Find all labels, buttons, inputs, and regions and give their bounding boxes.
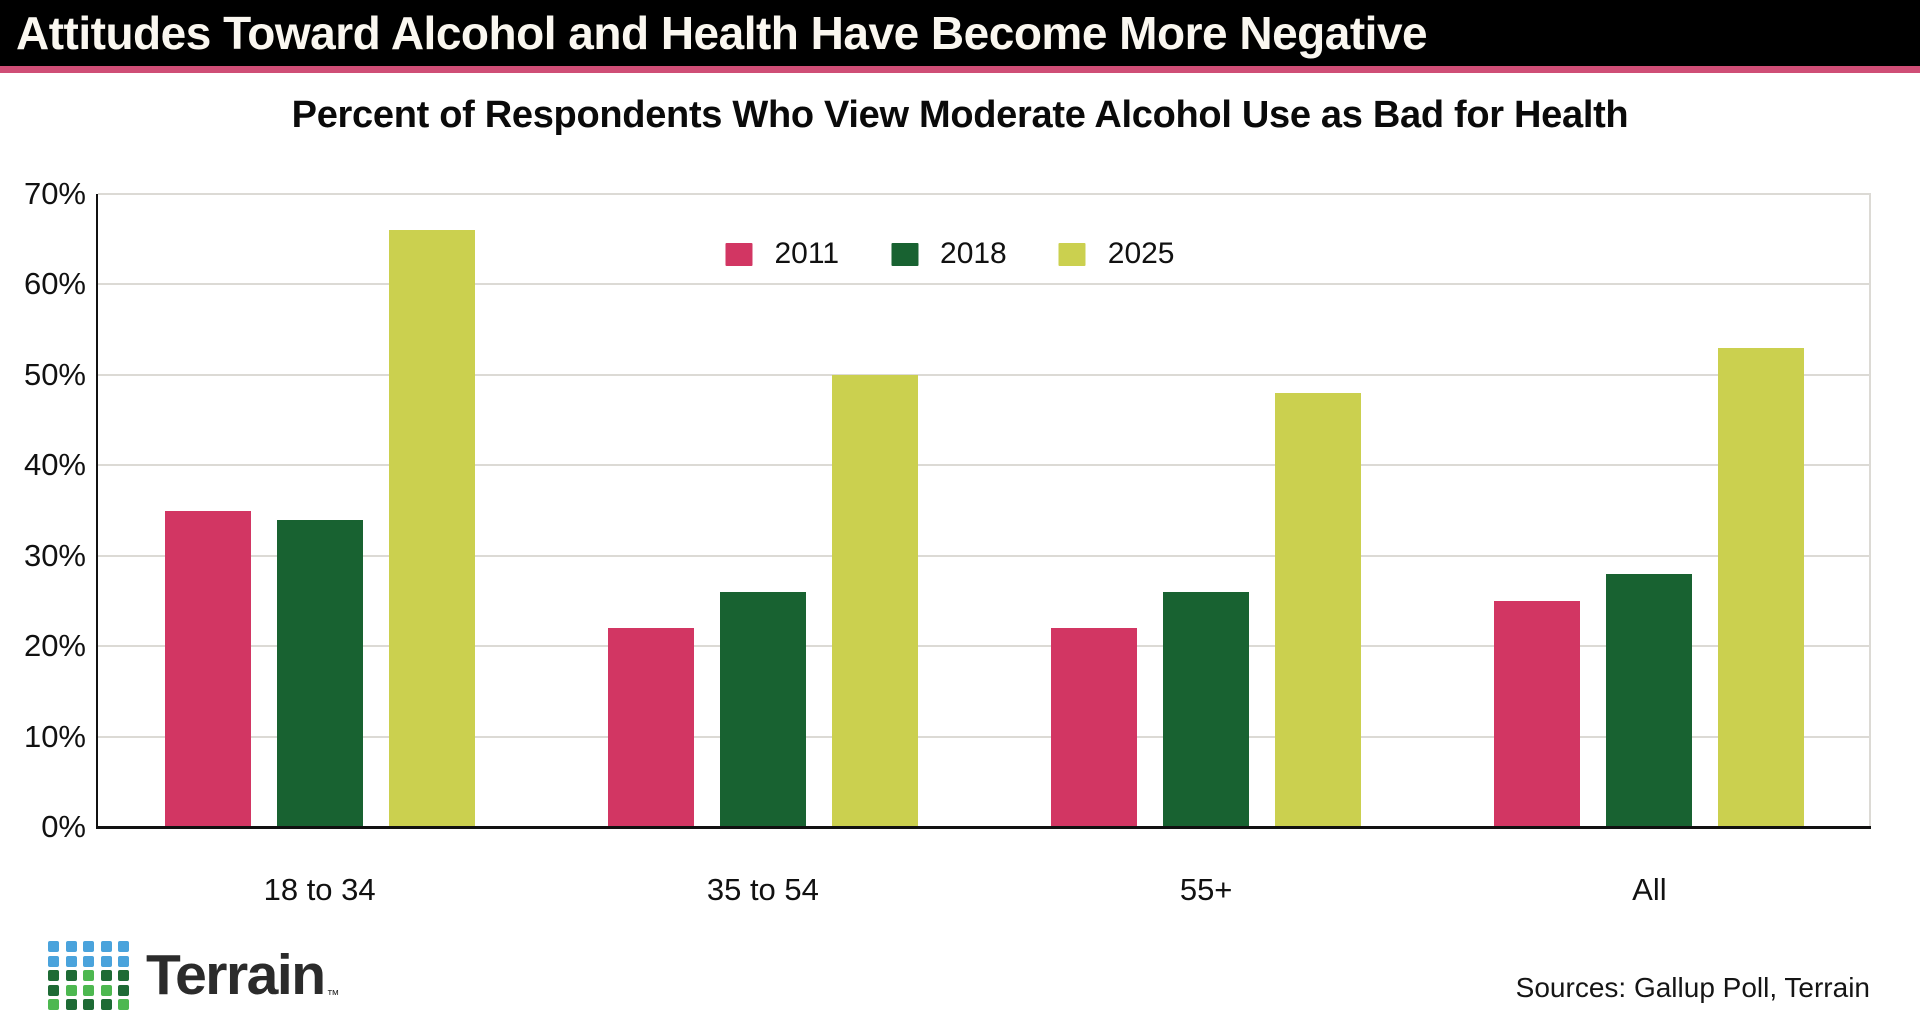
x-tick-label: 35 to 54 xyxy=(706,872,819,907)
gridline xyxy=(98,464,1871,467)
legend-item-2011: 2011 xyxy=(725,237,839,271)
legend-item-2018: 2018 xyxy=(891,237,1007,271)
logo-square xyxy=(100,984,112,996)
terrain-wordmark: Terrain xyxy=(146,943,326,1007)
bar-2011-35-to-54 xyxy=(607,628,694,827)
accent-stripe xyxy=(0,66,1920,73)
logo-square xyxy=(100,999,112,1010)
y-tick-label: 60% xyxy=(23,266,86,302)
logo-square xyxy=(48,984,59,996)
title-bar: Attitudes Toward Alcohol and Health Have… xyxy=(0,0,1920,66)
logo-square xyxy=(100,955,112,967)
logo-square xyxy=(83,955,94,967)
gridline xyxy=(98,283,1871,286)
trademark-symbol: ™ xyxy=(326,987,340,1002)
plot-area xyxy=(96,193,1871,829)
gridline xyxy=(98,373,1871,376)
legend-swatch-2011 xyxy=(725,242,753,266)
chart-legend: 2011 2018 2025 xyxy=(725,237,1175,271)
y-tick-label: 20% xyxy=(23,628,86,664)
logo-square xyxy=(65,941,77,952)
y-tick-label: 40% xyxy=(23,447,86,483)
logo-square xyxy=(118,941,129,952)
bar-2018-35-to-54 xyxy=(719,591,806,827)
x-tick-label: All xyxy=(1632,872,1667,907)
logo-square xyxy=(100,941,112,952)
logo-square xyxy=(83,970,94,981)
logo-square xyxy=(48,955,59,967)
plot-right-border xyxy=(1869,194,1871,827)
page-title: Attitudes Toward Alcohol and Health Have… xyxy=(16,7,1428,59)
gridline xyxy=(98,645,1871,648)
logo-square xyxy=(118,984,129,996)
logo-square xyxy=(65,984,77,996)
sources-note: Sources: Gallup Poll, Terrain xyxy=(1515,972,1870,1003)
terrain-logo: Terrain ™ xyxy=(48,939,340,1012)
gridline xyxy=(98,554,1871,557)
bar-2011-55 xyxy=(1051,628,1138,827)
legend-swatch-2018 xyxy=(891,242,919,266)
legend-label: 2025 xyxy=(1107,237,1175,270)
logo-square xyxy=(118,999,129,1010)
x-tick-label: 18 to 34 xyxy=(263,872,376,907)
legend-label: 2011 xyxy=(774,237,840,270)
bar-2018-18-to-34 xyxy=(276,519,363,827)
logo-square xyxy=(83,984,94,996)
bar-2025-55 xyxy=(1275,392,1362,827)
logo-square xyxy=(48,970,59,981)
bar-2025-18-to-34 xyxy=(388,230,475,827)
y-tick-label: 0% xyxy=(41,809,86,844)
y-tick-label: 30% xyxy=(23,537,86,573)
bar-2025-35-to-54 xyxy=(831,374,918,827)
logo-square xyxy=(65,955,77,967)
bar-2011-18-to-34 xyxy=(164,510,251,827)
bar-2011-all xyxy=(1494,600,1581,827)
chart-subtitle: Percent of Respondents Who View Moderate… xyxy=(291,94,1629,136)
y-tick-label: 50% xyxy=(23,356,86,392)
gridline xyxy=(98,193,1871,195)
x-tick-label: 55+ xyxy=(1179,872,1233,907)
bar-2025-all xyxy=(1718,347,1805,827)
logo-square xyxy=(65,999,77,1010)
y-axis-line xyxy=(96,194,98,827)
logo-square xyxy=(48,941,59,952)
logo-square xyxy=(83,941,94,952)
y-tick-label: 10% xyxy=(23,718,86,754)
logo-square xyxy=(65,970,77,981)
y-tick-label: 70% xyxy=(23,176,86,211)
bar-2018-55 xyxy=(1163,591,1250,827)
terrain-logo-icon xyxy=(48,941,129,1010)
logo-square xyxy=(100,970,112,981)
logo-square xyxy=(118,955,129,967)
logo-square xyxy=(83,999,94,1010)
gridline xyxy=(98,735,1871,738)
legend-label: 2018 xyxy=(940,237,1007,270)
bar-2018-all xyxy=(1606,573,1693,827)
x-axis-line xyxy=(96,826,1871,829)
logo-square xyxy=(48,999,59,1010)
logo-square xyxy=(118,970,129,981)
legend-item-2025: 2025 xyxy=(1058,237,1175,271)
legend-swatch-2025 xyxy=(1058,242,1086,266)
